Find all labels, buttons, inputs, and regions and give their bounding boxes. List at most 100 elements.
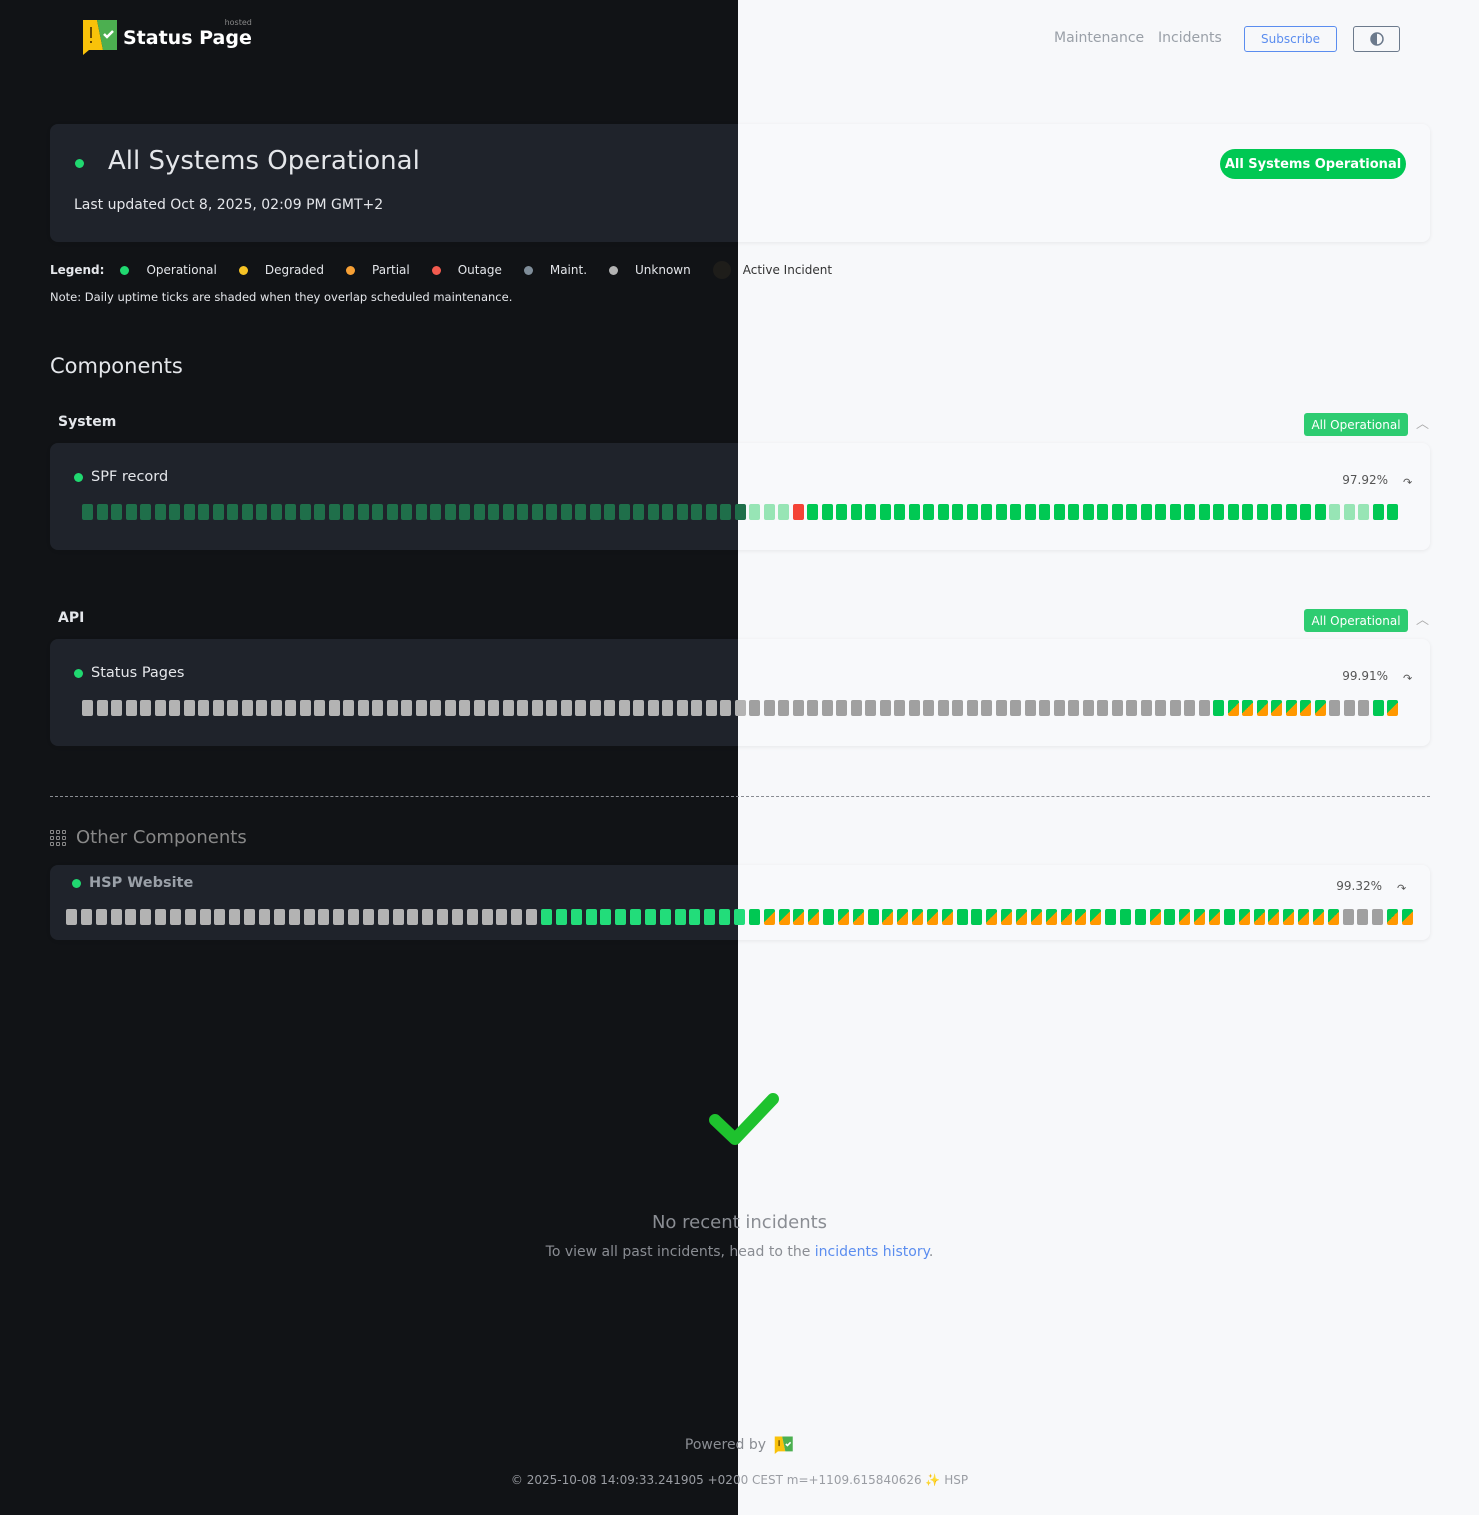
uptime-tick[interactable]: [184, 909, 196, 925]
uptime-tick[interactable]: [481, 909, 493, 925]
uptime-tick[interactable]: [466, 909, 478, 925]
uptime-tick[interactable]: [894, 504, 905, 520]
uptime-tick[interactable]: [865, 504, 876, 520]
uptime-tick[interactable]: [473, 700, 485, 716]
uptime-tick[interactable]: [937, 504, 949, 520]
uptime-tick[interactable]: [1184, 700, 1195, 716]
uptime-tick[interactable]: [96, 504, 108, 520]
uptime-tick[interactable]: [720, 700, 731, 716]
uptime-tick[interactable]: [589, 700, 601, 716]
uptime-tick[interactable]: [575, 700, 586, 716]
uptime-tick[interactable]: [633, 700, 644, 716]
uptime-tick[interactable]: [647, 504, 659, 520]
uptime-tick[interactable]: [256, 700, 267, 716]
uptime-tick[interactable]: [952, 504, 963, 520]
uptime-tick[interactable]: [604, 504, 615, 520]
uptime-tick[interactable]: [1010, 700, 1021, 716]
uptime-tick[interactable]: [865, 700, 876, 716]
uptime-tick[interactable]: [1039, 700, 1050, 716]
uptime-tick[interactable]: [647, 700, 659, 716]
uptime-tick[interactable]: [285, 504, 296, 520]
refresh-icon[interactable]: ↷: [1397, 882, 1407, 895]
uptime-tick[interactable]: [1238, 909, 1250, 925]
uptime-tick[interactable]: [1256, 504, 1268, 520]
uptime-tick[interactable]: [1329, 700, 1340, 716]
uptime-tick[interactable]: [303, 909, 315, 925]
uptime-tick[interactable]: [314, 700, 325, 716]
uptime-tick[interactable]: [407, 909, 419, 925]
logo[interactable]: hosted Status Page: [82, 18, 252, 56]
uptime-tick[interactable]: [894, 700, 905, 716]
uptime-tick[interactable]: [705, 700, 717, 716]
uptime-tick[interactable]: [821, 504, 833, 520]
uptime-tick[interactable]: [793, 909, 805, 925]
uptime-tick[interactable]: [110, 909, 122, 925]
uptime-tick[interactable]: [1164, 909, 1176, 925]
uptime-tick[interactable]: [212, 700, 224, 716]
uptime-tick[interactable]: [95, 909, 107, 925]
uptime-tick[interactable]: [1126, 504, 1137, 520]
uptime-tick[interactable]: [659, 909, 671, 925]
uptime-tick[interactable]: [546, 504, 557, 520]
uptime-tick[interactable]: [719, 909, 731, 925]
uptime-tick[interactable]: [1208, 909, 1220, 925]
uptime-tick[interactable]: [1242, 700, 1253, 716]
uptime-tick[interactable]: [155, 909, 167, 925]
uptime-tick[interactable]: [415, 504, 427, 520]
uptime-tick[interactable]: [1184, 504, 1195, 520]
uptime-tick[interactable]: [1329, 504, 1340, 520]
uptime-tick[interactable]: [1253, 909, 1265, 925]
uptime-tick[interactable]: [1082, 700, 1094, 716]
uptime-tick[interactable]: [662, 504, 673, 520]
uptime-tick[interactable]: [125, 700, 137, 716]
uptime-tick[interactable]: [362, 909, 374, 925]
uptime-tick[interactable]: [1213, 700, 1224, 716]
uptime-tick[interactable]: [912, 909, 924, 925]
uptime-tick[interactable]: [1053, 504, 1065, 520]
uptime-tick[interactable]: [733, 909, 745, 925]
uptime-tick[interactable]: [256, 504, 267, 520]
uptime-tick[interactable]: [837, 909, 849, 925]
uptime-tick[interactable]: [1300, 504, 1311, 520]
uptime-tick[interactable]: [214, 909, 226, 925]
uptime-tick[interactable]: [488, 504, 499, 520]
uptime-tick[interactable]: [560, 504, 572, 520]
uptime-tick[interactable]: [937, 700, 949, 716]
uptime-tick[interactable]: [531, 504, 543, 520]
uptime-tick[interactable]: [570, 909, 582, 925]
uptime-tick[interactable]: [630, 909, 642, 925]
uptime-tick[interactable]: [1343, 700, 1355, 716]
uptime-tick[interactable]: [749, 700, 760, 716]
uptime-tick[interactable]: [1016, 909, 1027, 925]
uptime-tick[interactable]: [1105, 909, 1117, 925]
uptime-tick[interactable]: [1271, 700, 1282, 716]
uptime-tick[interactable]: [82, 504, 93, 520]
uptime-tick[interactable]: [1194, 909, 1206, 925]
uptime-tick[interactable]: [1327, 909, 1339, 925]
uptime-tick[interactable]: [357, 700, 369, 716]
uptime-tick[interactable]: [1169, 700, 1181, 716]
uptime-tick[interactable]: [852, 909, 864, 925]
uptime-tick[interactable]: [227, 700, 238, 716]
uptime-tick[interactable]: [1068, 504, 1079, 520]
uptime-tick[interactable]: [299, 504, 311, 520]
uptime-tick[interactable]: [1314, 504, 1326, 520]
uptime-tick[interactable]: [1179, 909, 1191, 925]
uptime-tick[interactable]: [604, 700, 615, 716]
uptime-tick[interactable]: [392, 909, 404, 925]
uptime-tick[interactable]: [415, 700, 427, 716]
uptime-tick[interactable]: [705, 504, 717, 520]
uptime-tick[interactable]: [850, 504, 862, 520]
uptime-tick[interactable]: [444, 504, 456, 520]
uptime-tick[interactable]: [199, 909, 211, 925]
uptime-tick[interactable]: [1223, 909, 1235, 925]
uptime-tick[interactable]: [676, 504, 688, 520]
uptime-tick[interactable]: [644, 909, 656, 925]
uptime-tick[interactable]: [372, 504, 383, 520]
uptime-tick[interactable]: [140, 504, 151, 520]
uptime-tick[interactable]: [258, 909, 270, 925]
uptime-tick[interactable]: [882, 909, 894, 925]
uptime-tick[interactable]: [1387, 909, 1399, 925]
uptime-tick[interactable]: [1268, 909, 1280, 925]
uptime-tick[interactable]: [1372, 504, 1384, 520]
